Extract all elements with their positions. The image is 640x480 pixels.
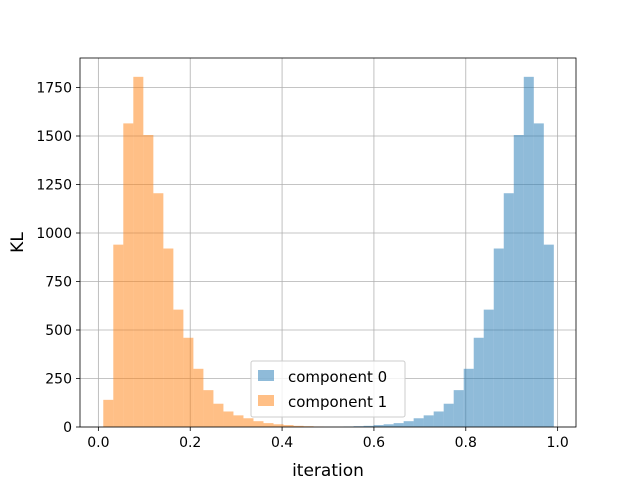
bar-component-1 [143,135,154,427]
bar-component-1 [113,244,124,427]
bar-component-1 [293,425,304,427]
bar-component-0 [523,76,534,427]
y-tick-label: 1750 [36,81,72,97]
legend-label-component-1: component 1 [288,393,387,411]
bar-component-1 [193,368,204,427]
x-tick-label: 0.0 [87,435,109,451]
x-tick-label: 0.6 [363,435,385,451]
bar-component-1 [163,248,174,427]
y-axis-label: KL [8,232,28,253]
bar-component-0 [373,425,384,427]
y-tick-label: 750 [45,275,72,291]
bars [103,76,554,427]
bar-component-1 [203,390,214,427]
y-tick-label: 1250 [36,178,72,194]
y-tick-label: 250 [45,372,72,388]
legend-swatch-component-0 [258,370,274,381]
bar-component-1 [123,123,134,427]
bar-component-1 [223,411,234,427]
bar-component-1 [103,399,114,427]
bar-component-1 [243,418,254,427]
bar-component-0 [433,411,444,427]
bar-component-1 [133,76,144,427]
bar-component-1 [233,415,244,427]
bar-component-0 [503,193,514,427]
bar-component-1 [213,403,224,427]
bar-component-0 [403,421,414,427]
bar-component-0 [383,424,394,427]
bar-component-0 [363,425,374,427]
bar-component-0 [543,244,554,427]
bar-component-1 [153,193,164,427]
bar-component-0 [453,390,464,427]
x-tick-label: 0.2 [179,435,201,451]
bar-component-0 [473,337,484,427]
bar-component-0 [413,418,424,427]
legend: component 0 component 1 [250,360,406,418]
bar-component-1 [253,421,264,427]
bar-component-0 [463,368,474,427]
plot-frame [79,57,577,428]
legend-box [250,360,406,418]
x-tick-label: 1.0 [546,435,568,451]
legend-label-component-0: component 0 [288,368,387,386]
bar-component-1 [263,423,274,427]
bar-component-0 [423,415,434,427]
bar-component-1 [283,425,294,427]
x-axis-label: iteration [292,461,364,480]
y-tick-label: 0 [63,420,72,436]
bar-component-0 [443,403,454,427]
y-tick-label: 500 [45,323,72,339]
bar-component-0 [513,135,524,427]
bar-component-0 [393,423,404,427]
bar-component-1 [183,337,194,427]
legend-swatch-component-1 [258,395,274,406]
bar-component-0 [483,309,494,427]
y-tick-label: 1000 [36,226,72,242]
y-tick-label: 1500 [36,129,72,145]
bar-component-1 [273,424,284,427]
y-axis-ticks: 0 250 500 750 1000 1250 1500 1750 [36,81,80,436]
bar-component-0 [533,123,544,427]
bar-component-0 [493,248,504,427]
x-axis-ticks: 0.0 0.2 0.4 0.6 0.8 1.0 [87,427,569,451]
x-tick-label: 0.4 [271,435,293,451]
bar-component-1 [173,309,184,427]
x-tick-label: 0.8 [455,435,477,451]
